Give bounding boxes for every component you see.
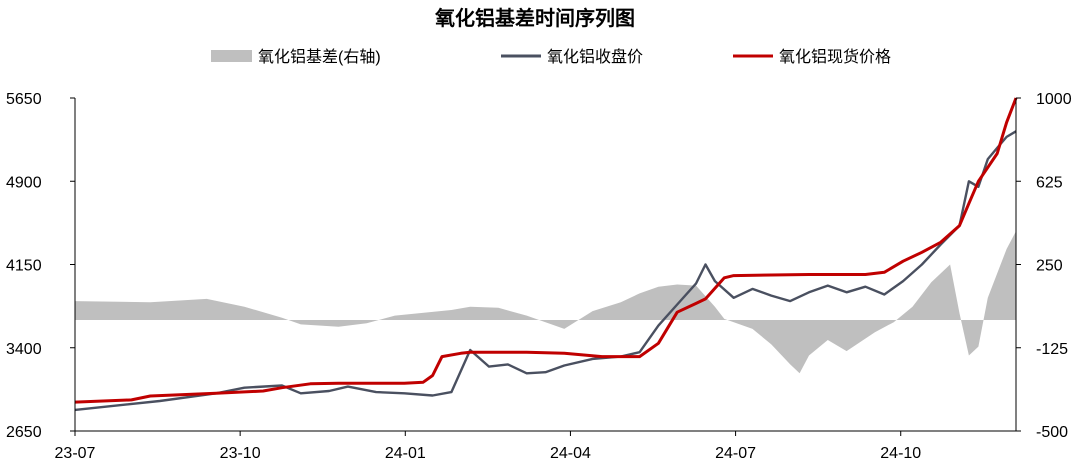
x-tick-label: 24-04 [550, 445, 591, 462]
plot-area [74, 97, 1018, 412]
x-tick-label: 24-01 [385, 445, 426, 462]
chart-title: 氧化铝基差时间序列图 [434, 6, 635, 30]
y-right-tick-label: -125 [1036, 341, 1068, 358]
y-right-tick-label: -500 [1036, 424, 1068, 441]
y-left-tick-label: 5650 [6, 91, 42, 108]
series-close-line [74, 130, 1017, 412]
x-tick-label: 24-07 [715, 445, 756, 462]
y-left-tick-label: 3400 [6, 341, 42, 358]
y-right-tick-label: 625 [1036, 174, 1063, 191]
y-right-tick-label: 1000 [1036, 91, 1072, 108]
y-right-tick-label: 250 [1036, 258, 1063, 275]
y-left-tick-label: 4900 [6, 174, 42, 191]
x-tick-label: 24-10 [880, 445, 921, 462]
legend-label-basis: 氧化铝基差(右轴) [258, 48, 381, 66]
series-basis-area [75, 231, 1016, 374]
axes: 2650 3400 4150 4900 5650 -500 -125 250 625 1000 23… [6, 91, 1072, 462]
y-left-tick-label: 4150 [6, 258, 42, 275]
x-tick-label: 23-10 [220, 445, 261, 462]
y-left-tick-label: 2650 [6, 424, 42, 441]
legend-label-close: 氧化铝收盘价 [547, 47, 643, 66]
legend: 氧化铝基差(右轴) 氧化铝收盘价 氧化铝现货价格 [211, 47, 891, 66]
x-tick-label: 23-07 [55, 445, 96, 462]
legend-label-spot: 氧化铝现货价格 [779, 48, 891, 66]
legend-swatch-basis [211, 50, 252, 62]
series-spot-line [74, 97, 1018, 404]
